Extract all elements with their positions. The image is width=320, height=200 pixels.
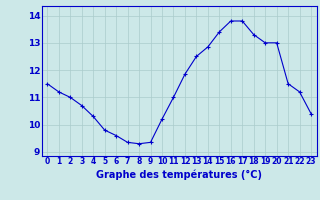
X-axis label: Graphe des températures (°C): Graphe des températures (°C) — [96, 169, 262, 180]
